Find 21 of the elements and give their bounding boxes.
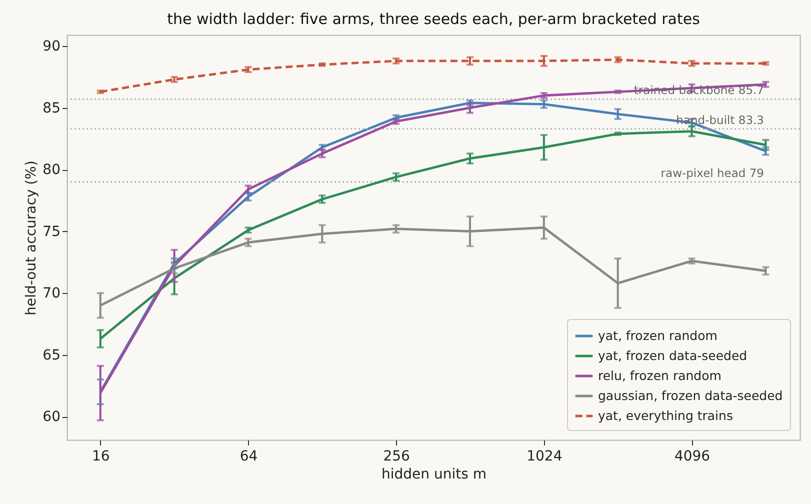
legend-label: relu, frozen random (598, 368, 722, 383)
x-tick-label: 256 (383, 448, 410, 464)
y-tick-label: 90 (42, 38, 60, 55)
x-tick-label: 1024 (526, 448, 562, 464)
y-tick-label: 65 (42, 347, 60, 364)
y-tick-label: 80 (42, 162, 60, 178)
x-tick-label: 64 (240, 448, 258, 464)
y-tick-label: 70 (42, 286, 60, 302)
legend-label: yat, frozen data-seeded (598, 348, 748, 363)
x-axis-title: hidden units m (382, 466, 486, 482)
legend-label: gaussian, frozen data-seeded (598, 388, 783, 403)
y-axis-title: held-out accuracy (%) (24, 160, 40, 316)
legend-label: yat, frozen random (598, 328, 718, 343)
y-tick-label: 60 (42, 409, 60, 426)
y-tick-label: 75 (42, 224, 60, 240)
chart-title: the width ladder: five arms, three seeds each, per-arm bracketed rates (167, 10, 700, 28)
legend-label: yat, everything trains (598, 408, 733, 423)
x-tick-label: 4096 (674, 448, 710, 464)
ref-line-label: raw-pixel head 79 (660, 166, 764, 180)
x-tick-label: 16 (92, 448, 110, 464)
y-tick-label: 85 (42, 100, 60, 116)
